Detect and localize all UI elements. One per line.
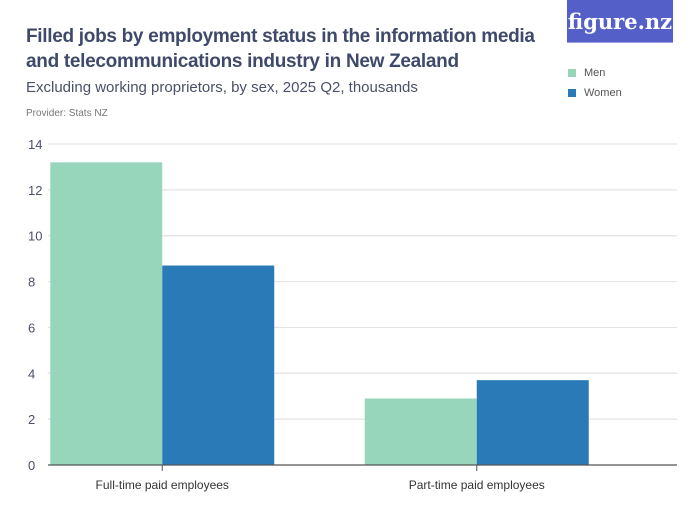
y-tick-label: 2 <box>28 412 35 427</box>
legend-item-men: Men <box>568 63 622 83</box>
legend-label-men: Men <box>584 67 606 79</box>
y-tick-label: 0 <box>28 458 35 473</box>
bar-men <box>50 162 163 466</box>
y-tick-label: 12 <box>28 183 42 198</box>
legend-swatch-women <box>568 89 576 97</box>
legend-label-women: Women <box>584 87 622 99</box>
y-tick-label: 10 <box>28 229 42 244</box>
provider-label: Provider: Stats NZ <box>26 108 108 119</box>
bar-women <box>476 380 589 465</box>
y-tick-label: 8 <box>28 275 35 290</box>
figure-nz-logo[interactable]: figure.nz <box>567 0 673 43</box>
y-tick-label: 4 <box>28 366 35 381</box>
chart-title: Filled jobs by employment status in the … <box>26 26 535 72</box>
x-tick-label: Full-time paid employees <box>96 478 229 492</box>
legend-item-women: Women <box>568 83 622 103</box>
chart-subtitle: Excluding working proprietors, by sex, 2… <box>26 79 418 96</box>
y-tick-label: 14 <box>28 137 42 152</box>
bar-men <box>364 398 477 465</box>
legend-swatch-men <box>568 69 576 77</box>
y-tick-label: 6 <box>28 320 35 335</box>
bar-women <box>162 265 275 465</box>
legend: Men Women <box>568 63 622 103</box>
x-tick-label: Part-time paid employees <box>409 478 545 492</box>
